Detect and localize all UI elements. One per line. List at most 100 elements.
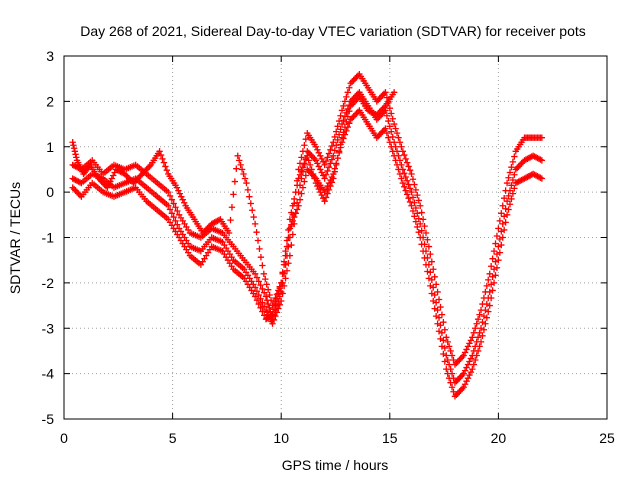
data-point — [508, 163, 515, 171]
data-point — [464, 361, 472, 368]
data-point — [318, 169, 325, 176]
data-point — [427, 250, 434, 258]
data-point — [492, 240, 499, 247]
data-point — [469, 334, 476, 341]
y-tick-label: 0 — [46, 184, 54, 200]
data-point — [260, 303, 268, 310]
data-point — [259, 308, 266, 315]
data-point — [441, 326, 449, 333]
data-point — [377, 107, 385, 114]
data-point — [305, 157, 312, 164]
data-point — [264, 286, 272, 293]
data-point — [496, 249, 504, 256]
data-point — [337, 126, 344, 133]
data-point — [354, 72, 362, 79]
data-point — [411, 181, 418, 188]
data-point — [351, 75, 359, 82]
data-point — [431, 305, 438, 312]
data-point — [317, 166, 324, 173]
data-point — [511, 153, 518, 160]
data-point — [255, 291, 262, 299]
data-point — [487, 294, 495, 302]
data-point — [321, 161, 328, 169]
data-point — [508, 182, 515, 189]
data-point — [166, 192, 174, 200]
data-point — [461, 349, 469, 356]
data-point — [325, 150, 333, 157]
data-point — [450, 356, 457, 364]
data-point — [399, 148, 407, 155]
data-point — [428, 290, 435, 297]
data-point — [168, 196, 176, 203]
data-point — [415, 229, 422, 236]
data-point — [430, 266, 437, 273]
data-point — [338, 120, 346, 128]
data-point — [301, 142, 308, 149]
data-point — [335, 148, 343, 155]
data-point — [414, 223, 421, 231]
data-point — [445, 343, 453, 350]
data-point — [466, 371, 473, 379]
data-point — [483, 282, 491, 290]
data-point — [464, 343, 472, 350]
data-point — [276, 283, 283, 290]
data-point — [330, 139, 337, 146]
gridlines — [64, 56, 607, 419]
data-point — [255, 300, 262, 308]
data-point — [498, 210, 505, 217]
data-point — [415, 215, 422, 222]
data-point — [165, 202, 172, 209]
data-point — [376, 131, 383, 138]
data-point — [253, 297, 261, 304]
data-point — [430, 284, 437, 291]
data-point — [434, 306, 441, 314]
data-point — [319, 158, 327, 166]
data-point — [500, 226, 508, 234]
data-point — [259, 299, 266, 306]
data-point — [250, 213, 257, 221]
data-point — [315, 149, 323, 156]
data-point — [269, 311, 276, 318]
data-point — [292, 188, 299, 196]
data-point — [427, 269, 434, 276]
data-point — [421, 254, 428, 262]
data-point — [395, 134, 402, 141]
data-point — [379, 105, 386, 113]
data-point — [503, 198, 511, 205]
data-point — [335, 131, 343, 138]
data-point — [502, 205, 509, 212]
data-point — [490, 247, 498, 255]
y-tick-label: -5 — [42, 411, 55, 427]
data-point — [288, 209, 295, 216]
data-point — [251, 270, 259, 277]
data-point — [480, 326, 488, 333]
data-point — [473, 320, 480, 327]
data-point — [405, 181, 412, 188]
data-point — [344, 113, 352, 120]
data-point — [375, 110, 382, 117]
data-point — [505, 192, 512, 200]
data-point — [156, 148, 163, 155]
y-tick-label: -1 — [42, 230, 55, 246]
data-point — [490, 279, 498, 287]
data-point — [334, 123, 341, 130]
data-point — [480, 312, 488, 320]
x-tick-label: 20 — [491, 430, 507, 446]
data-point — [402, 187, 409, 194]
data-point — [463, 364, 470, 371]
data-point — [419, 216, 427, 223]
data-point — [257, 304, 264, 312]
data-point — [470, 329, 477, 336]
data-point — [538, 157, 546, 164]
data-point — [293, 199, 301, 206]
data-point — [240, 170, 247, 178]
data-point — [476, 343, 483, 350]
data-point — [409, 176, 417, 183]
data-point — [260, 270, 268, 277]
data-point — [348, 78, 356, 85]
data-point — [402, 155, 409, 163]
data-point — [331, 168, 338, 175]
data-point — [440, 350, 447, 358]
data-point — [396, 170, 404, 178]
data-point — [104, 184, 111, 191]
